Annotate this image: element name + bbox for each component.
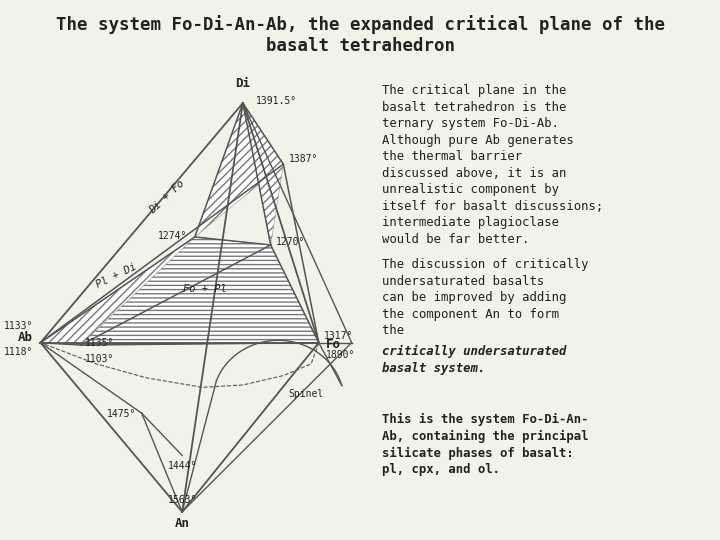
Polygon shape <box>40 237 271 345</box>
Text: 1133°: 1133° <box>4 321 33 331</box>
Text: 1444°: 1444° <box>168 461 197 471</box>
Text: 1387°: 1387° <box>289 154 318 165</box>
Text: 1274°: 1274° <box>158 231 187 240</box>
Text: An: An <box>175 516 189 530</box>
Text: 1317°: 1317° <box>324 330 354 341</box>
Text: Fo + Pl: Fo + Pl <box>183 284 227 294</box>
Text: 1391.5°: 1391.5° <box>256 96 297 106</box>
Text: Pl + Di: Pl + Di <box>94 261 138 289</box>
Text: This is the system Fo-Di-An-
Ab, containing the principal
silicate phases of bas: This is the system Fo-Di-An- Ab, contain… <box>382 413 588 476</box>
Text: Di + Fo: Di + Fo <box>148 179 186 215</box>
Text: The discussion of critically
undersaturated basalts
can be improved by adding
th: The discussion of critically undersatura… <box>382 258 588 337</box>
Text: Ab: Ab <box>18 332 33 345</box>
Polygon shape <box>81 237 319 345</box>
Text: Fo: Fo <box>326 338 341 351</box>
Text: Di: Di <box>235 77 251 90</box>
Text: 1135°: 1135° <box>85 338 114 348</box>
Text: critically undersaturated
basalt system.: critically undersaturated basalt system. <box>382 345 566 375</box>
Text: 1118°: 1118° <box>4 347 33 357</box>
Polygon shape <box>243 103 284 245</box>
Text: 1103°: 1103° <box>85 354 114 364</box>
Text: 1475°: 1475° <box>107 409 137 419</box>
Text: The critical plane in the
basalt tetrahedron is the
ternary system Fo-Di-Ab.
Alt: The critical plane in the basalt tetrahe… <box>382 84 603 246</box>
Text: 1563°: 1563° <box>168 495 197 505</box>
Text: The system Fo-Di-An-Ab, the expanded critical plane of the
basalt tetrahedron: The system Fo-Di-An-Ab, the expanded cri… <box>55 15 665 55</box>
Polygon shape <box>195 103 284 237</box>
Text: 1270°: 1270° <box>276 237 305 247</box>
Text: 1890°: 1890° <box>326 350 356 360</box>
Text: Spinel: Spinel <box>289 389 323 400</box>
